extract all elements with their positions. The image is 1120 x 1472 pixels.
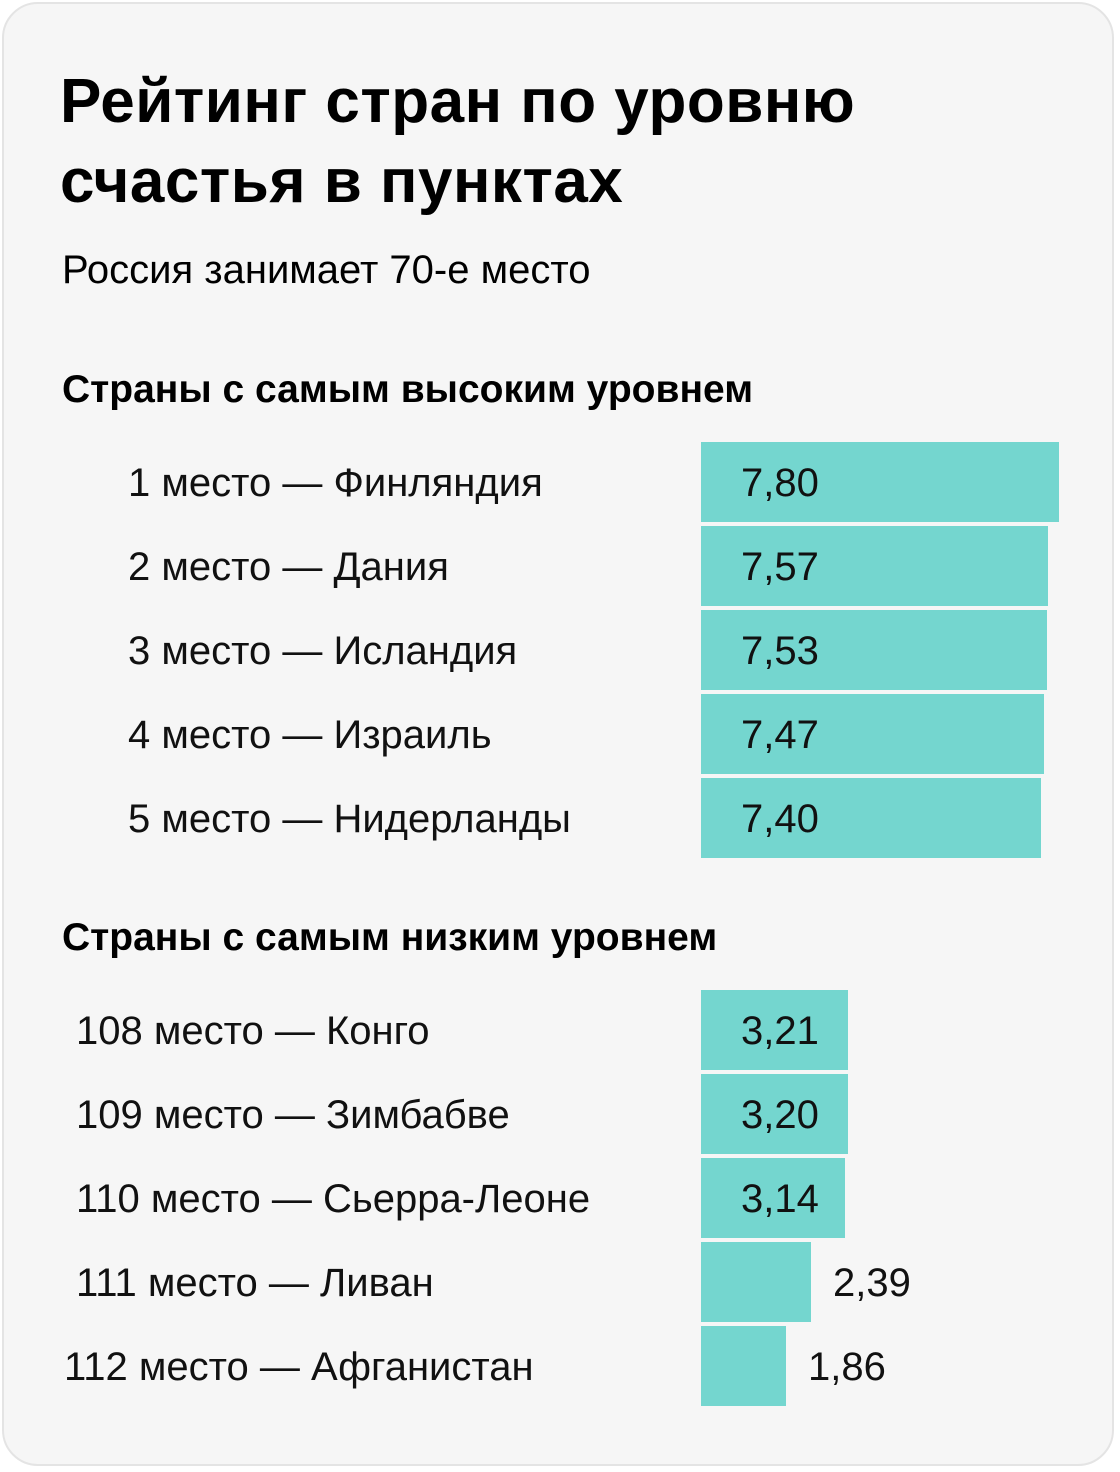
bar <box>701 442 1059 522</box>
value-label: 7,47 <box>741 713 819 757</box>
value-label: 3,21 <box>741 1009 819 1053</box>
value-label: 7,80 <box>741 461 819 505</box>
value-label: 7,53 <box>741 629 819 673</box>
page-title: Рейтинг стран по уровню счастья в пункта… <box>60 67 856 216</box>
category-label: 110 место — Сьерра-Леоне <box>76 1177 590 1221</box>
section-heading-lowest: Страны с самым низким уровнем <box>62 916 718 959</box>
category-label: 111 место — Ливан <box>76 1261 434 1305</box>
value-label: 7,40 <box>741 797 819 841</box>
category-label: 5 место — Нидерланды <box>128 797 571 841</box>
value-label: 1,86 <box>808 1345 886 1389</box>
section-heading-highest: Страны с самым высоким уровнем <box>62 368 754 411</box>
bar <box>701 1158 845 1238</box>
value-label: 3,20 <box>741 1093 819 1137</box>
bar <box>701 694 1044 774</box>
page-subtitle: Россия занимает 70-е место <box>62 248 591 292</box>
bar <box>701 610 1047 690</box>
value-label: 7,57 <box>741 545 819 589</box>
bar <box>701 778 1041 858</box>
category-label: 3 место — Исландия <box>128 629 517 673</box>
bar <box>701 1074 848 1154</box>
value-label: 2,39 <box>833 1261 911 1305</box>
value-label: 3,14 <box>741 1177 819 1221</box>
category-label: 1 место — Финляндия <box>128 461 543 505</box>
bar <box>701 526 1048 606</box>
bar <box>701 990 848 1070</box>
category-label: 4 место — Израиль <box>128 713 492 757</box>
category-label: 112 место — Афганистан <box>64 1345 534 1389</box>
category-label: 109 место — Зимбабве <box>76 1093 510 1137</box>
bar <box>701 1242 811 1322</box>
bar <box>701 1326 786 1406</box>
category-label: 108 место — Конго <box>76 1009 430 1053</box>
category-label: 2 место — Дания <box>128 545 449 589</box>
